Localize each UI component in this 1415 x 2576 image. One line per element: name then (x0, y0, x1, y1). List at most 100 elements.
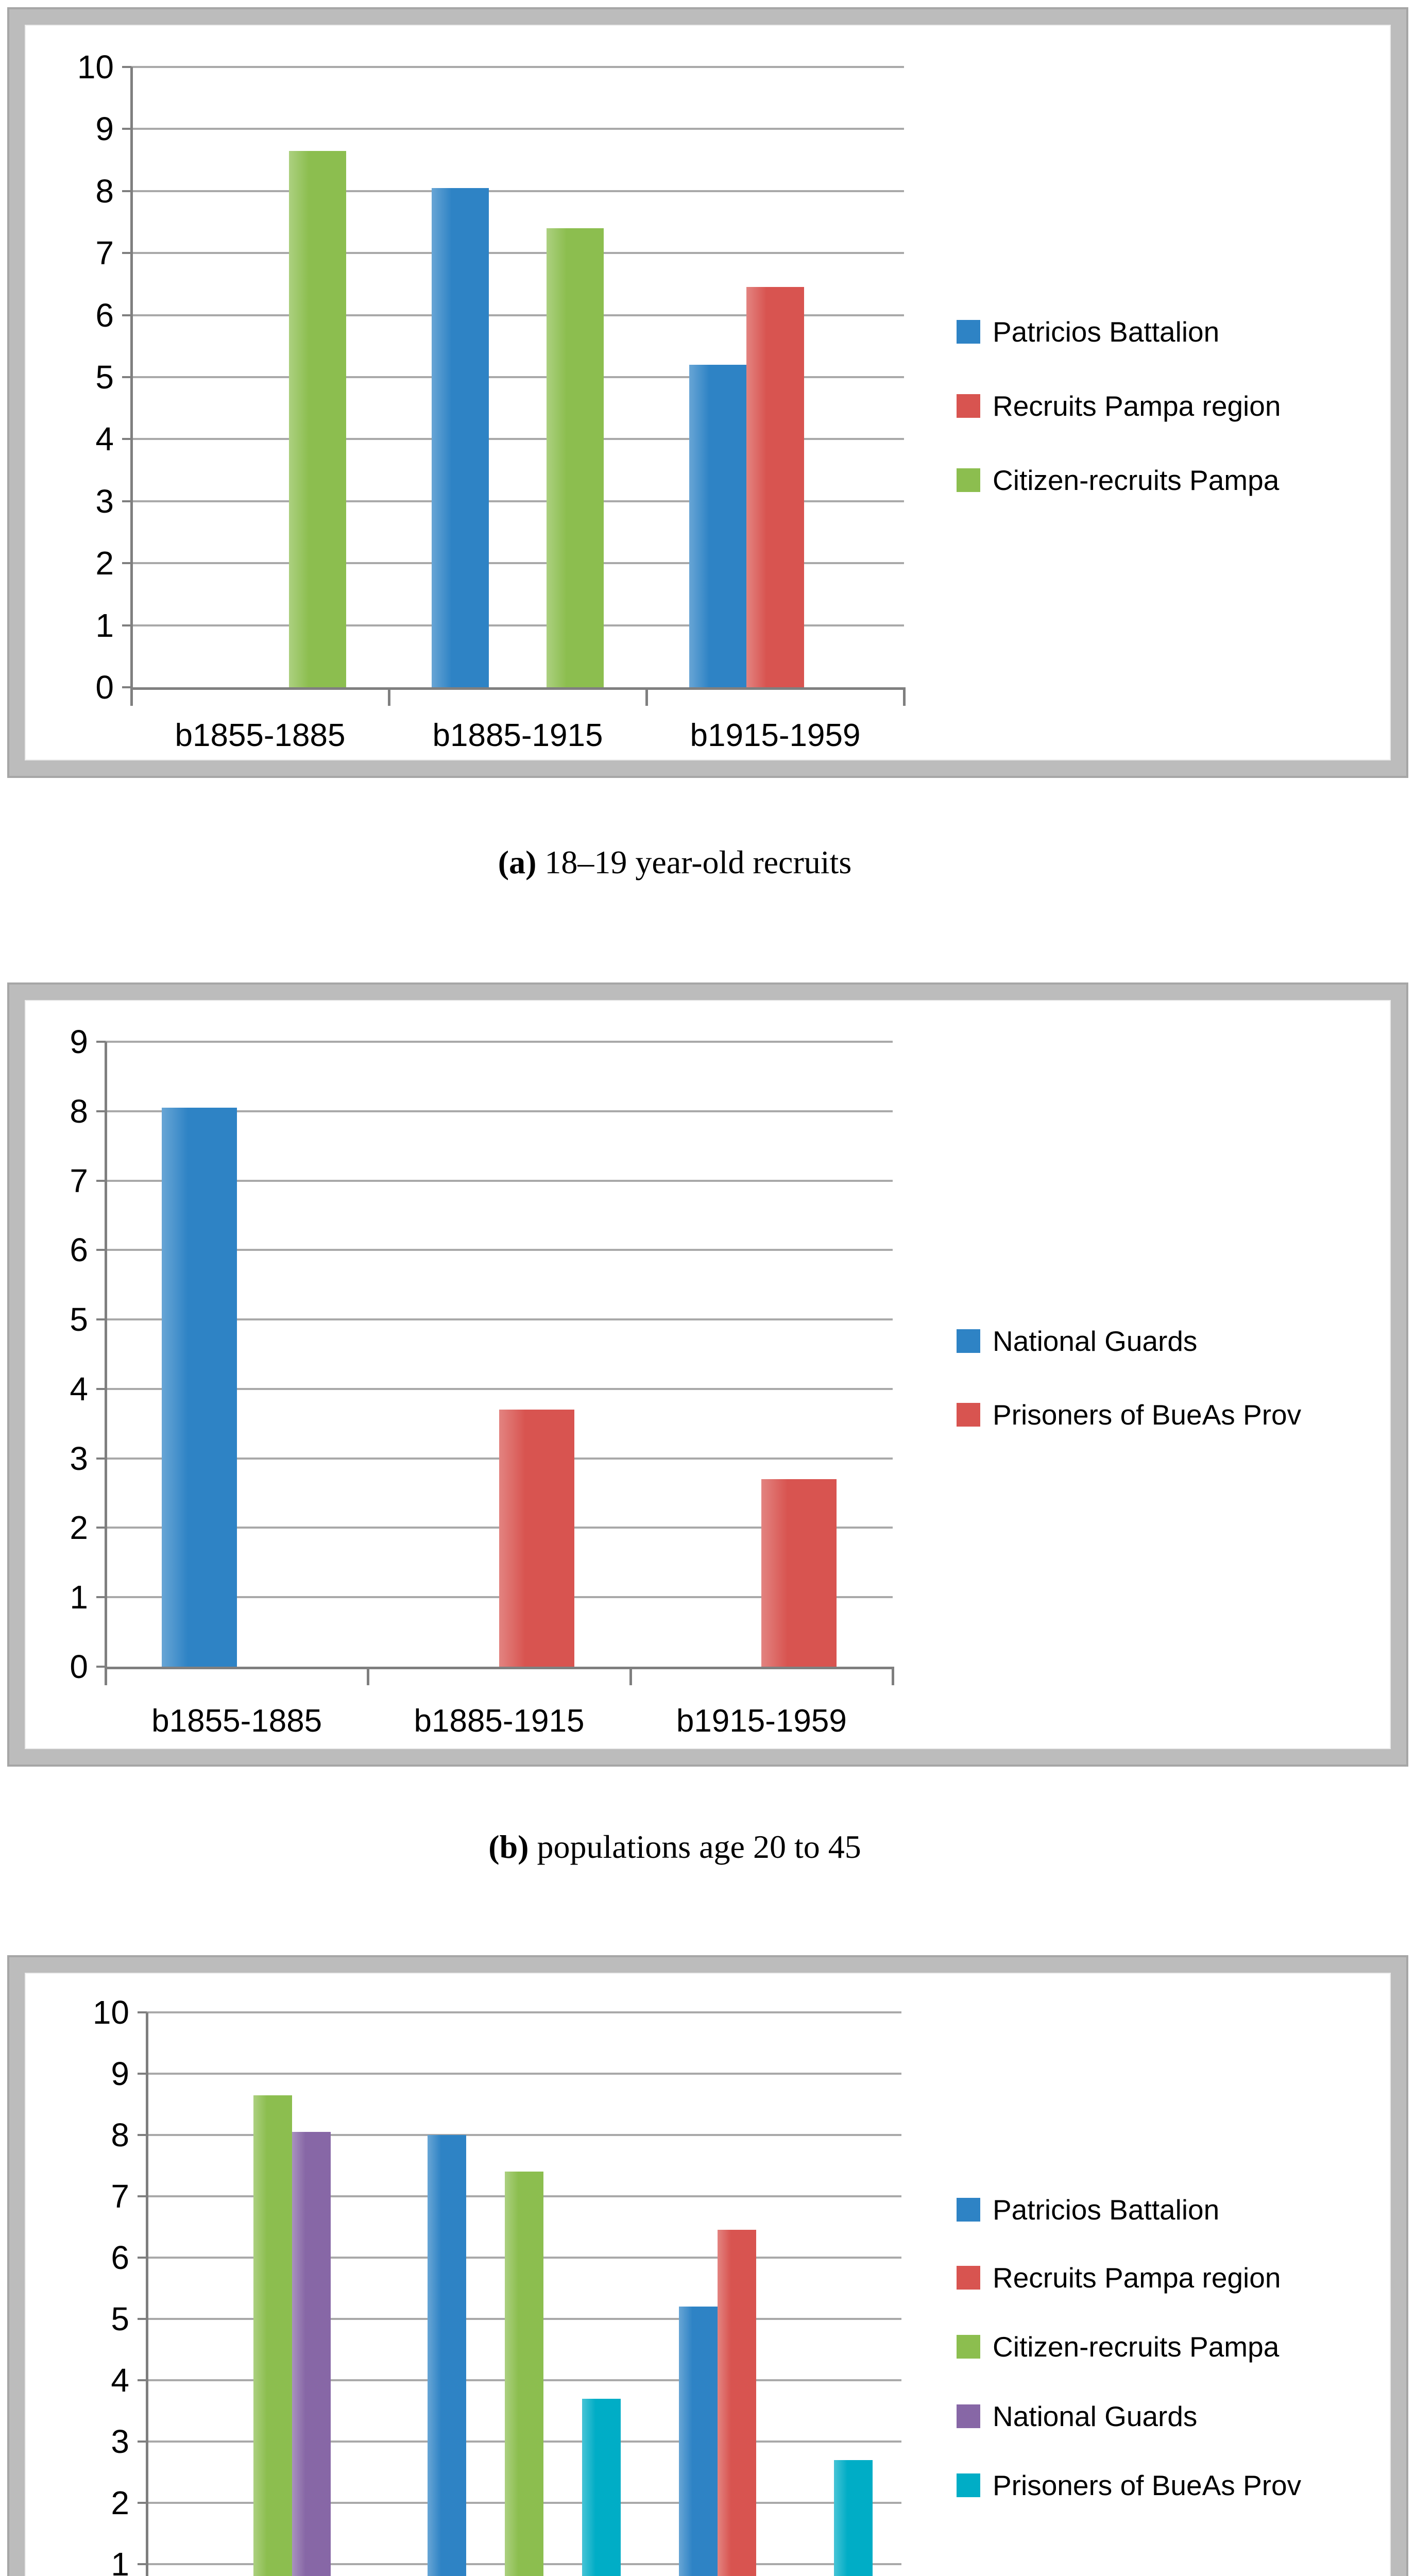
x-axis-category-label: b1915-1959 (676, 1703, 847, 1739)
y-axis-label: 3 (111, 2423, 129, 2460)
y-axis-label: 3 (95, 482, 114, 520)
y-axis-label: 5 (95, 359, 114, 396)
y-axis-label: 8 (70, 1092, 88, 1130)
y-axis-label: 1 (95, 606, 114, 644)
y-axis-label: 9 (111, 2055, 129, 2092)
y-axis-tick (122, 438, 131, 440)
bar-citizen-recruits-pampa-b1855-1885 (288, 150, 346, 687)
legend-item-recruits-pampa-region: Recruits Pampa region (957, 390, 1281, 422)
gridline (106, 1249, 893, 1251)
legend-label-patricios-battalion: Patricios Battalion (993, 2194, 1220, 2226)
gridline (131, 66, 904, 68)
legend-item-prisoners-of-bueas-prov: Prisoners of BueAs Prov (957, 1399, 1302, 1431)
bar-patricios-battalion-b1915-1959 (689, 364, 747, 687)
y-axis-tick (138, 2195, 147, 2197)
y-axis-label: 7 (95, 234, 114, 272)
legend-label-national-guards: National Guards (993, 1325, 1198, 1357)
gridline (147, 2134, 901, 2136)
y-axis-label: 4 (95, 420, 114, 458)
bar-recruits-pampa-region-b1915-1959 (746, 287, 804, 687)
y-axis-label: 5 (111, 2300, 129, 2337)
y-axis-tick (122, 500, 131, 502)
caption-b-letter: (b) (488, 1828, 529, 1865)
y-axis-tick (96, 1527, 106, 1529)
legend-item-national-guards: National Guards (957, 1325, 1198, 1357)
y-axis-label: 5 (70, 1301, 88, 1338)
chart-panel-c: 012345678910b1855-1885b1885-1915b1915-19… (25, 1973, 1391, 2576)
legend-swatch-citizen-recruits-pampa (957, 468, 980, 492)
legend-swatch-prisoners-of-bueas-prov (957, 2473, 980, 2497)
bar-prisoners-of-bueas-prov-b1885-1915 (499, 1410, 574, 1667)
y-axis-tick (138, 2318, 147, 2320)
x-axis-category-label: b1855-1885 (151, 1703, 322, 1739)
y-axis-label: 6 (70, 1231, 88, 1269)
legend-swatch-patricios-battalion (957, 2198, 980, 2222)
legend-item-national-guards: National Guards (957, 2400, 1198, 2432)
x-axis-tick (903, 687, 906, 706)
x-axis-tick (367, 1667, 370, 1685)
legend-swatch-recruits-pampa-region (957, 2266, 980, 2290)
y-axis-label: 2 (95, 545, 114, 582)
y-axis-label: 9 (95, 110, 114, 148)
y-axis-tick (122, 128, 131, 130)
bar-citizen-recruits-pampa-b1885-1915 (504, 2172, 544, 2576)
bar-citizen-recruits-pampa-b1855-1885 (253, 2095, 292, 2576)
gridline (131, 438, 904, 440)
caption-a-letter: (a) (498, 844, 537, 880)
bar-patricios-battalion-b1885-1915 (427, 2135, 466, 2576)
x-axis-tick (629, 1667, 632, 1685)
x-axis-category-label: b1915-1959 (690, 718, 861, 753)
x-axis-tick (130, 687, 133, 706)
chart-panel-a: 0 1 2 3 4 5 6 7 8 9 10 b1855-1885 b1885-1915 b1915-19… (25, 25, 1391, 760)
gridline (131, 500, 904, 502)
y-axis-label: 0 (70, 1648, 88, 1685)
x-axis-tick (645, 687, 648, 706)
x-axis-line (106, 1667, 894, 1669)
gridline (131, 314, 904, 316)
gridline (131, 128, 904, 130)
y-axis-label: 4 (70, 1370, 88, 1408)
y-axis-line (146, 2012, 148, 2576)
y-axis-tick (96, 1596, 106, 1599)
y-axis-line (105, 1042, 107, 1685)
y-axis-tick (122, 190, 131, 192)
x-axis-tick (892, 1667, 894, 1685)
y-axis-tick (122, 686, 131, 688)
y-axis-tick (122, 624, 131, 626)
y-axis-label: 0 (95, 669, 114, 706)
gridline (106, 1041, 893, 1043)
legend-label-prisoners-of-bueas-prov: Prisoners of BueAs Prov (993, 1399, 1302, 1431)
y-axis-label: 10 (92, 1994, 129, 2031)
gridline (147, 2073, 901, 2075)
legend-item-citizen-recruits-pampa: Citizen-recruits Pampa (957, 464, 1279, 496)
y-axis-tick (122, 376, 131, 378)
y-axis-label: 1 (70, 1579, 88, 1616)
legend-label-prisoners-of-bueas-prov: Prisoners of BueAs Prov (993, 2469, 1302, 2501)
y-axis-tick (138, 2134, 147, 2136)
bar-national-guards-b1855-1885 (292, 2132, 331, 2576)
bar-national-guards-b1855-1885 (162, 1108, 237, 1667)
gridline (131, 190, 904, 192)
y-axis-tick (138, 2502, 147, 2504)
y-axis-tick (96, 1666, 106, 1668)
y-axis-tick (138, 2257, 147, 2259)
legend-label-national-guards: National Guards (993, 2400, 1198, 2432)
gridline (131, 624, 904, 626)
legend-swatch-recruits-pampa-region (957, 394, 980, 418)
y-axis-tick (122, 66, 131, 68)
legend-label-patricios-battalion: Patricios Battalion (993, 316, 1220, 348)
y-axis-label: 8 (111, 2116, 129, 2154)
chart-panel-b: 0 1 2 3 4 5 6 7 8 9 b1855-1885 b1885-1915 b1915-1959… (25, 1000, 1391, 1749)
gridline (131, 376, 904, 378)
y-axis-tick (122, 314, 131, 316)
y-axis-label: 7 (70, 1162, 88, 1199)
legend-label-recruits-pampa-region: Recruits Pampa region (993, 390, 1281, 422)
gridline (106, 1387, 893, 1390)
x-axis-tick (388, 687, 390, 706)
caption-a: (a) 18–19 year-old recruits (0, 843, 1350, 882)
legend-swatch-citizen-recruits-pampa (957, 2335, 980, 2359)
bar-patricios-battalion-b1885-1915 (432, 188, 489, 687)
legend-item-patricios-battalion: Patricios Battalion (957, 316, 1220, 348)
y-axis-tick (138, 2379, 147, 2381)
y-axis-tick (96, 1249, 106, 1251)
